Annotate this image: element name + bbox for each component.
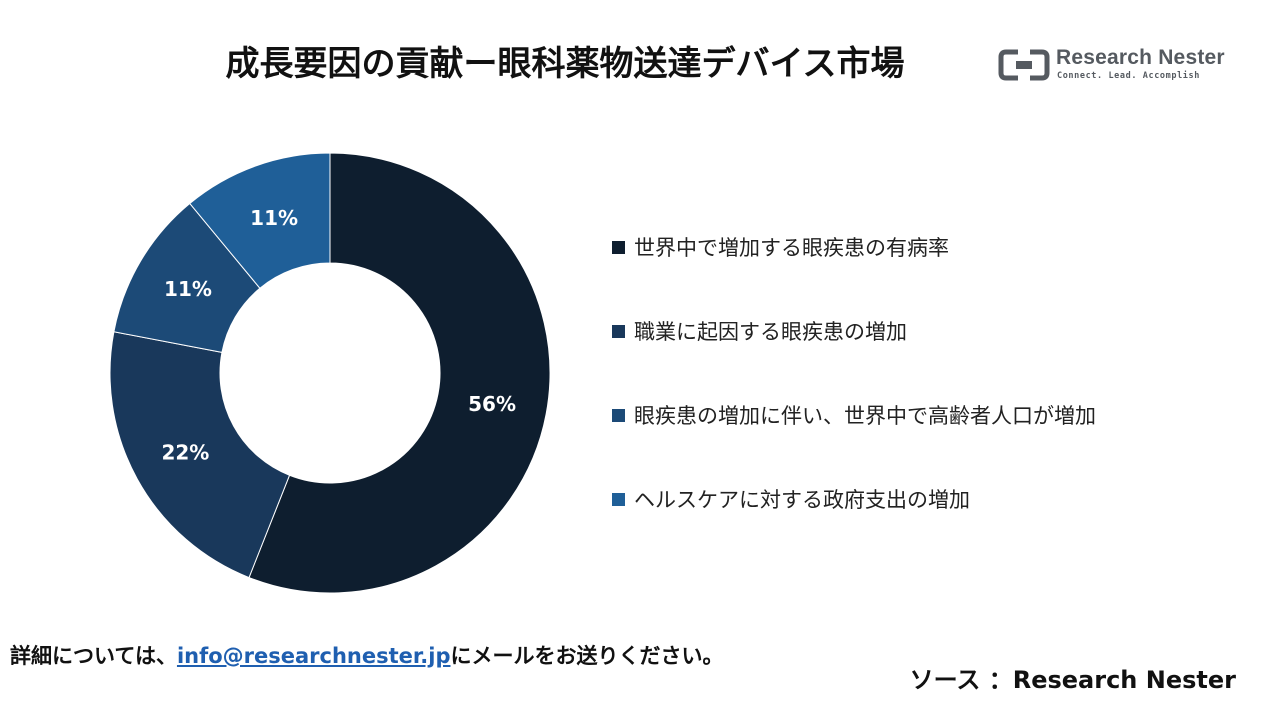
slice-data-label: 56%	[468, 392, 516, 416]
legend-label: 職業に起因する眼疾患の増加	[634, 320, 907, 344]
slice-data-label: 22%	[161, 440, 209, 464]
legend-swatch	[612, 493, 625, 506]
source-credit: ソース ：Research Nester	[909, 666, 1236, 694]
logo-mark-icon	[998, 49, 1050, 81]
chart-title: 成長要因の貢献ー眼科薬物送達デバイス市場	[225, 44, 905, 84]
slice-data-label: 11%	[164, 277, 212, 301]
donut-slice	[109, 331, 291, 579]
legend-swatch	[612, 409, 625, 422]
legend-label: 眼疾患の増加に伴い、世界中で高齢者人口が増加	[634, 404, 1096, 428]
legend-label: ヘルスケアに対する政府支出の増加	[634, 488, 970, 512]
donut-slice	[248, 152, 551, 594]
contact-prefix: 詳細については、	[10, 644, 177, 668]
contact-note: 詳細については、info@researchnester.jpにメールをお送りくだ…	[10, 640, 723, 670]
contact-email-link[interactable]: info@researchnester.jp	[176, 644, 451, 668]
donut-slice	[189, 152, 331, 289]
legend-swatch	[612, 241, 625, 254]
slice-data-label: 11%	[250, 206, 298, 230]
legend-swatch	[612, 325, 625, 338]
research-nester-logo: Research Nester Connect. Lead. Accomplis…	[998, 46, 1225, 86]
logo-tagline: Connect. Lead. Accomplish	[1057, 71, 1200, 81]
legend-label: 世界中で増加する眼疾患の有病率	[634, 236, 949, 260]
logo-name: Research Nester	[1056, 46, 1225, 69]
donut-chart: 56% 22% 11% 11%	[109, 152, 551, 594]
contact-suffix: にメールをお送りください。	[450, 644, 724, 668]
